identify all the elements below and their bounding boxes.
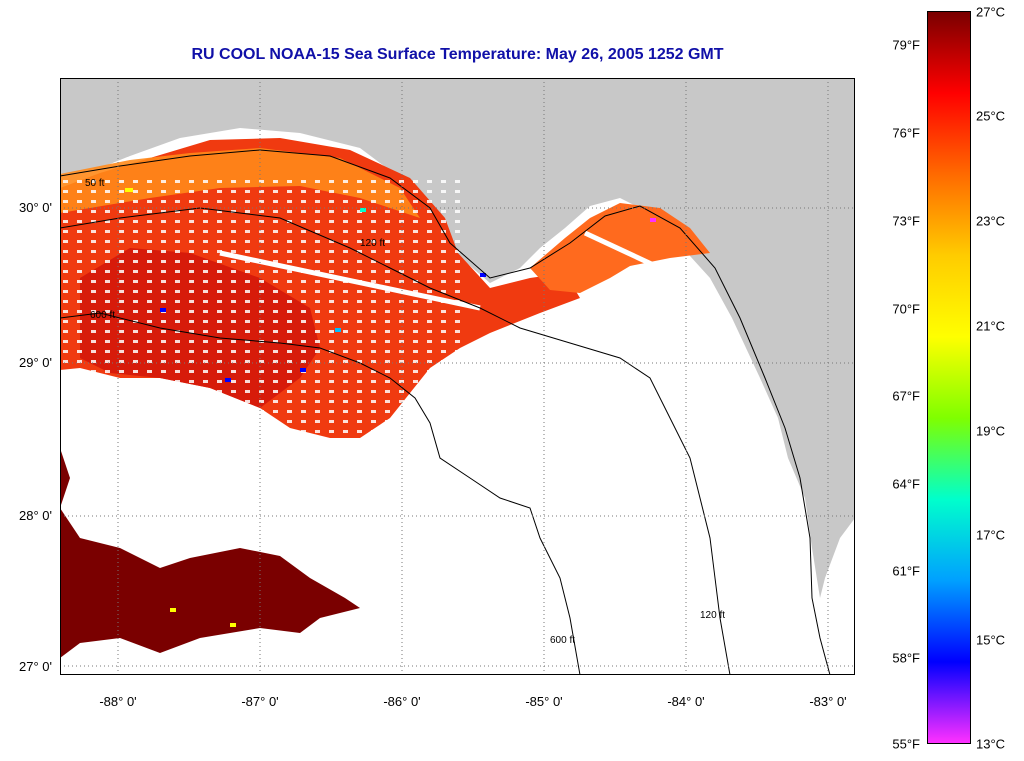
cool-pixel [300, 368, 306, 372]
fahrenheit-tick: 67°F [892, 388, 920, 404]
contour-600ft [60, 312, 581, 675]
contour-label: 120 ft [700, 610, 725, 621]
sst-deep-warm-region [60, 448, 360, 658]
longitude-label: -85° 0' [525, 694, 563, 709]
longitude-label: -86° 0' [383, 694, 421, 709]
latitude-label: 28° 0' [19, 508, 52, 523]
fahrenheit-tick: 64°F [892, 476, 920, 492]
map-canvas[interactable]: 50 ft 120 ft 600 ft 120 ft 600 ft [60, 78, 855, 675]
cool-pixel [335, 328, 341, 332]
temperature-colorbar [927, 11, 971, 744]
longitude-label: -88° 0' [99, 694, 137, 709]
cool-pixel [650, 218, 656, 222]
cool-pixel [360, 208, 366, 212]
longitude-label: -83° 0' [809, 694, 847, 709]
celsius-tick: 17°C [976, 527, 1006, 543]
cloud-streak [583, 230, 662, 271]
graticule [60, 78, 855, 675]
map-border [60, 78, 855, 675]
contour-label: 600 ft [550, 635, 575, 646]
celsius-tick: 19°C [976, 423, 1006, 439]
celsius-tick: 25°C [976, 108, 1006, 124]
latitude-label: 27° 0' [19, 659, 52, 674]
fahrenheit-tick: 73°F [892, 213, 920, 229]
contour-label: 120 ft [360, 238, 385, 249]
cool-pixel [170, 608, 176, 612]
celsius-tick: 15°C [976, 632, 1006, 648]
celsius-tick: 21°C [976, 318, 1006, 334]
map-title: RU COOL NOAA-15 Sea Surface Temperature:… [191, 46, 724, 63]
contour-label: 600 ft [90, 310, 115, 321]
celsius-tick: 23°C [976, 213, 1006, 229]
cool-pixel [160, 308, 166, 312]
latitude-label: 30° 0' [19, 200, 52, 215]
fahrenheit-tick: 61°F [892, 563, 920, 579]
latitude-label: 29° 0' [19, 355, 52, 370]
fahrenheit-tick: 58°F [892, 650, 920, 666]
cool-pixel [480, 273, 486, 277]
cool-pixel [230, 623, 236, 627]
fahrenheit-tick: 79°F [892, 37, 920, 53]
cloud-streak [219, 250, 481, 311]
longitude-label: -87° 0' [241, 694, 279, 709]
longitude-label: -84° 0' [667, 694, 705, 709]
celsius-tick: 27°C [976, 4, 1006, 20]
sst-map[interactable]: 50 ft 120 ft 600 ft 120 ft 600 ft [60, 78, 855, 675]
fahrenheit-tick: 55°F [892, 736, 920, 752]
celsius-tick: 13°C [976, 736, 1006, 752]
cool-pixel [125, 188, 133, 192]
fahrenheit-tick: 76°F [892, 125, 920, 141]
contour-label: 50 ft [85, 178, 105, 189]
fahrenheit-tick: 70°F [892, 301, 920, 317]
contour-120ft [60, 207, 731, 675]
cool-pixel [225, 378, 231, 382]
contour-50ft [60, 149, 831, 675]
